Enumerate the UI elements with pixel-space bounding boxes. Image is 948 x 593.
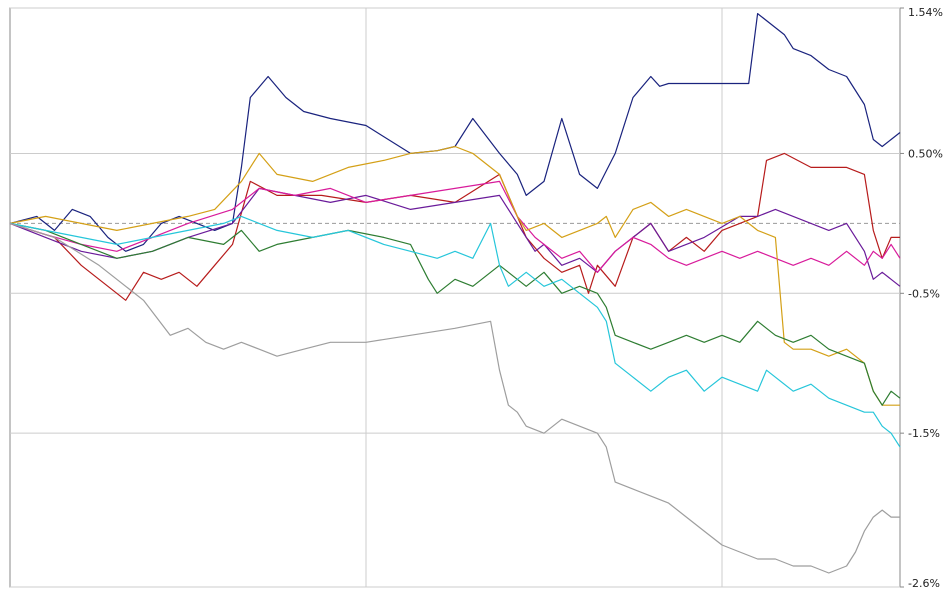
series-line-6 <box>9 222 901 406</box>
y-tick-label: 1.54% <box>908 6 943 19</box>
grid-layer <box>9 7 901 588</box>
series-line-7 <box>9 215 901 448</box>
series-line-3 <box>9 187 901 287</box>
series-line-8 <box>9 222 900 574</box>
y-tick-label: -1.5% <box>908 427 940 440</box>
series-line-2 <box>9 152 900 301</box>
y-tick-label: -2.6% <box>908 577 940 590</box>
y-tick-label: 0.50% <box>908 147 943 160</box>
plot-frame <box>9 7 901 588</box>
series-layer <box>9 13 901 574</box>
y-tick-label: -0.5% <box>908 287 940 300</box>
series-line-5 <box>9 145 900 406</box>
series-line-4 <box>9 180 901 273</box>
series-line-1 <box>9 13 901 252</box>
y-axis: 1.54% 0.50% -0.5% -1.5% -2.6% <box>900 6 943 590</box>
